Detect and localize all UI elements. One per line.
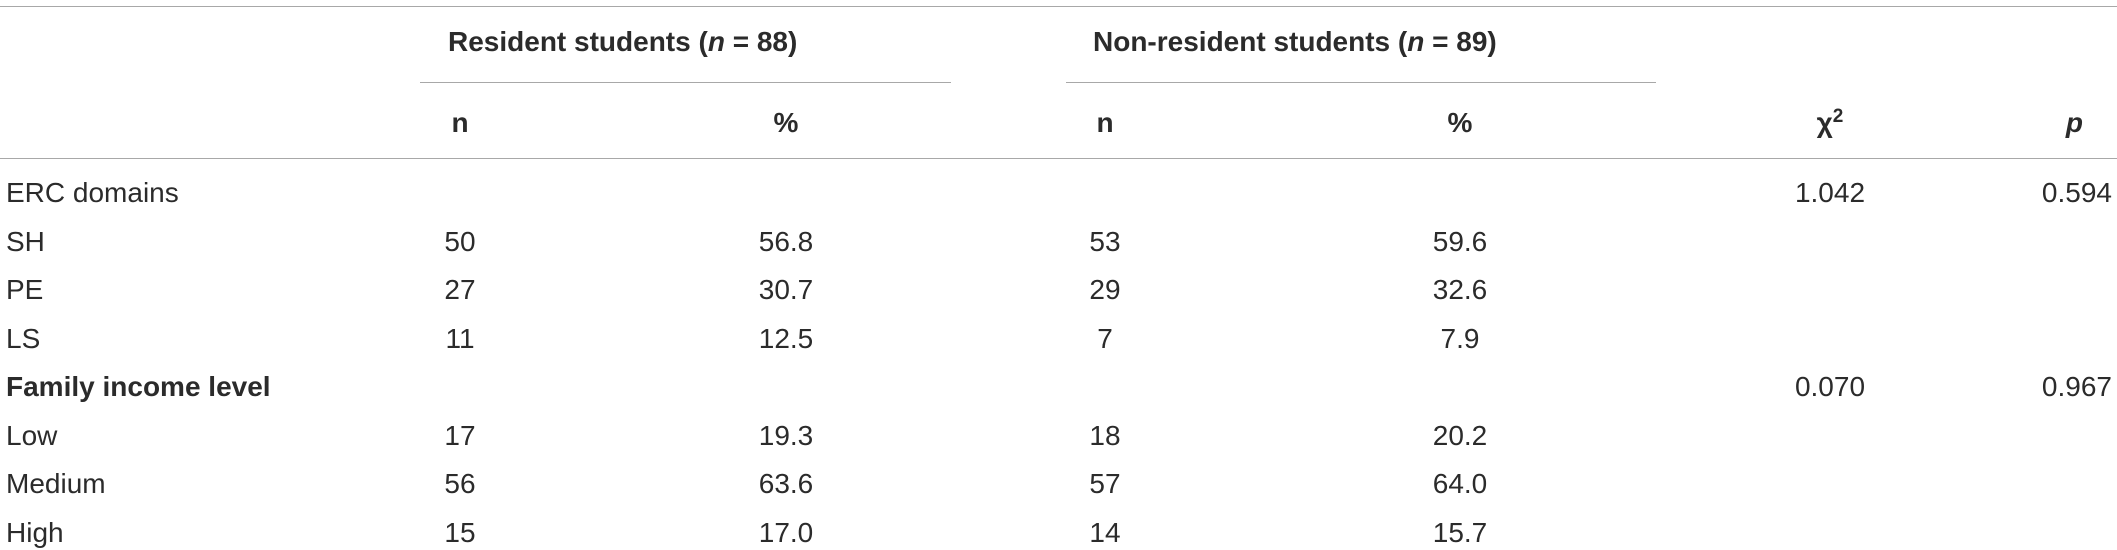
cell-p-value: 0.594 bbox=[2041, 177, 2112, 208]
cell-pct-resident: 17.0 bbox=[758, 516, 814, 548]
group-header-resident: Resident students (n = 88) bbox=[448, 26, 798, 57]
row-label: PE bbox=[6, 274, 44, 305]
cell-pct-resident: 19.3 bbox=[758, 419, 814, 451]
group-rule-resident bbox=[420, 82, 951, 83]
cell-pct-nonresident: 7.9 bbox=[1440, 322, 1480, 354]
row-label: Medium bbox=[6, 468, 106, 499]
cell-n-resident: 50 bbox=[444, 225, 476, 257]
cell-n-resident: 17 bbox=[444, 419, 476, 451]
top-rule bbox=[0, 6, 2117, 7]
row-label: Family income level bbox=[6, 371, 271, 402]
cell-pct-nonresident: 20.2 bbox=[1432, 419, 1488, 451]
cell-chi-square: 0.070 bbox=[1794, 371, 1866, 402]
cell-p-value: 0.967 bbox=[2041, 371, 2112, 402]
col-header-pct-resident: % bbox=[773, 107, 799, 138]
cell-n-nonresident: 57 bbox=[1089, 468, 1121, 499]
row-label: ERC domains bbox=[6, 177, 179, 208]
col-header-chi-square: χ2 bbox=[1816, 106, 1844, 138]
cell-chi-square: 1.042 bbox=[1794, 177, 1866, 208]
row-label: Low bbox=[6, 419, 58, 451]
col-header-pct-nonresident: % bbox=[1447, 107, 1473, 138]
cell-pct-nonresident: 64.0 bbox=[1432, 468, 1488, 499]
cell-n-nonresident: 53 bbox=[1089, 225, 1121, 257]
group-header-nonresident: Non-resident students (n = 89) bbox=[1093, 26, 1497, 57]
cell-pct-resident: 56.8 bbox=[758, 225, 814, 257]
cell-n-nonresident: 29 bbox=[1089, 274, 1121, 305]
cell-n-resident: 15 bbox=[444, 516, 476, 548]
cell-n-resident: 56 bbox=[444, 468, 476, 499]
col-header-p: p bbox=[2065, 107, 2083, 138]
cell-n-nonresident: 7 bbox=[1097, 322, 1113, 354]
cell-n-resident: 27 bbox=[444, 274, 476, 305]
col-header-n-nonresident: n bbox=[1096, 107, 1114, 138]
cell-pct-resident: 63.6 bbox=[758, 468, 814, 499]
cell-pct-resident: 12.5 bbox=[758, 322, 814, 354]
row-label: SH bbox=[6, 225, 45, 257]
header-rule bbox=[0, 158, 2117, 159]
row-label: LS bbox=[6, 322, 41, 354]
row-label: High bbox=[6, 516, 64, 548]
cell-pct-resident: 30.7 bbox=[758, 274, 814, 305]
cell-pct-nonresident: 32.6 bbox=[1432, 274, 1488, 305]
col-header-n-resident: n bbox=[451, 107, 469, 138]
cell-n-nonresident: 18 bbox=[1089, 419, 1121, 451]
cell-n-resident: 11 bbox=[445, 322, 475, 354]
cell-pct-nonresident: 59.6 bbox=[1432, 225, 1488, 257]
cell-pct-nonresident: 15.7 bbox=[1432, 516, 1488, 548]
cell-n-nonresident: 14 bbox=[1089, 516, 1121, 548]
group-rule-nonresident bbox=[1066, 82, 1656, 83]
